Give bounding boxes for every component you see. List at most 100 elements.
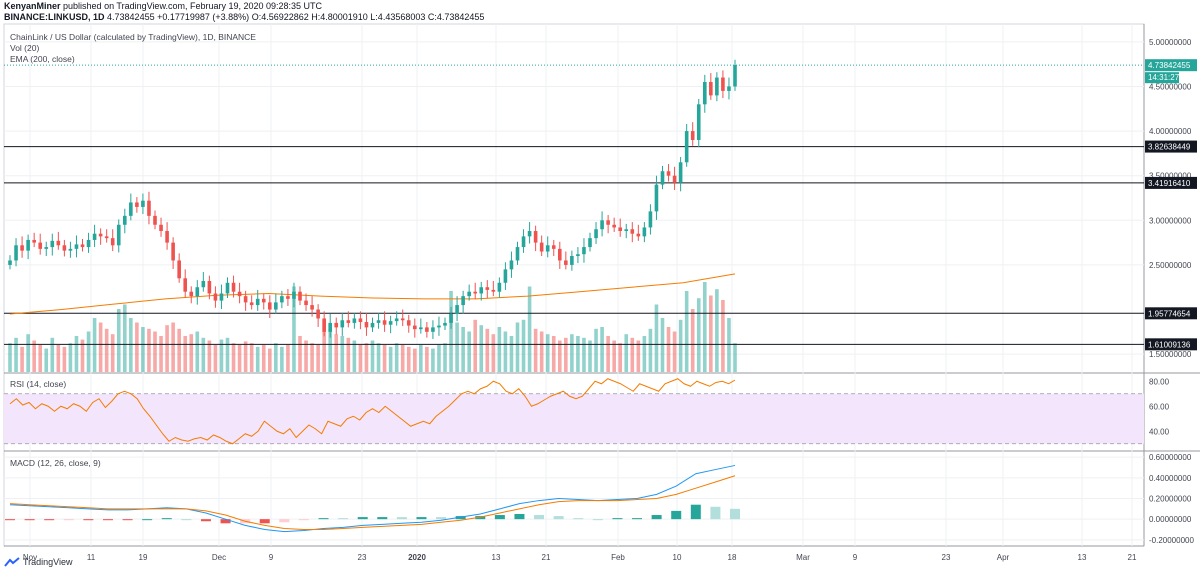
last-price: 4.73842455 [107,12,155,22]
price-tick-label: 3.00000000 [1149,216,1192,225]
volume-bar [255,346,260,372]
candle-body [364,322,369,328]
candle-body [147,200,151,216]
candle-body [177,260,181,279]
candle-body [527,231,532,237]
time-tick-label: 19 [139,553,148,562]
volume-bar [419,345,423,372]
time-tick-label: 21 [1128,553,1137,562]
volume-bar [274,343,278,372]
rsi-band [4,393,1144,444]
volume-bar [86,331,91,372]
macd-histogram-bar [730,508,740,520]
candle-body [135,202,139,207]
candle-body [231,282,236,292]
candle-body [86,239,91,248]
volume-bar [485,328,490,372]
volume-bar [503,331,508,372]
tradingview-logo[interactable]: TradingView [4,557,73,567]
macd-histogram-bar [357,517,368,520]
volume-bar [473,319,478,372]
volume-bar [630,337,635,372]
volume-bar [606,336,610,372]
macd-histogram-bar [416,517,427,520]
candle-body [551,245,556,249]
countdown-tag-label: 14:31:27 [1148,73,1180,82]
candle-body [400,318,405,321]
candle-body [642,227,647,237]
candle-body [298,291,302,301]
plot-frame [3,23,1145,547]
volume-bar [678,319,683,372]
published-text: published on TradingView.com, February 1… [63,1,323,11]
candle-body [455,305,459,314]
volume-bar [412,348,417,372]
last-price-tag-label: 4.73842455 [1148,61,1191,70]
candle-body [666,171,671,176]
macd-histogram-bar [142,519,153,521]
volume-bar [32,340,36,372]
candle-body [491,289,496,292]
candle-body [570,256,574,265]
macd-tick-label: 0.40000000 [1149,474,1192,483]
candle-body [515,247,520,261]
volume-bar [437,345,441,372]
candle-body [213,293,218,301]
volume-bar [557,340,562,372]
volume-bar [346,337,351,372]
candle-body [183,278,188,292]
volume-bar [171,322,175,372]
volume-bar [189,334,194,372]
volume-bar [455,322,459,372]
published-line: KenyanMiner published on TradingView.com… [4,1,322,12]
volume-bar [370,340,375,372]
candle-body [473,291,478,294]
macd-histogram-bar [534,515,545,520]
level-tag-label: 1.61009136 [1148,340,1191,349]
candle-body [267,302,272,310]
volume-bar [50,337,55,372]
volume-bar [56,345,61,372]
candle-body [280,296,284,303]
volume-bar [443,343,447,372]
candle-body [715,77,719,96]
level-tag-box [1145,140,1197,153]
candle-body [322,318,326,332]
rsi-tick-label: 40.00 [1149,427,1170,436]
volume-bar [690,309,695,372]
candle-body [727,86,731,91]
volume-bar [431,348,435,372]
candle-body [467,291,471,297]
candle-body [431,327,435,332]
macd-histogram-bar [338,518,349,520]
candle-body [165,231,169,243]
candle-body [382,320,387,325]
candle-body [98,233,103,237]
candle-body [660,171,665,185]
candle-body [696,104,701,140]
countdown-tag-box [1145,72,1179,84]
volume-bar [376,343,381,372]
time-tick-label: 13 [1078,553,1087,562]
volume-bar [352,340,357,372]
macd-histogram-bar [161,518,172,520]
time-tick-label: Apr [997,553,1010,562]
volume-bar [461,327,465,372]
candle-body [56,240,61,246]
volume-bar [642,336,647,372]
volume-bar [382,345,387,372]
volume-bar [225,337,230,372]
volume-bar [328,328,333,372]
level-tag-label: 3.82638449 [1148,143,1191,152]
volume-bar [696,298,701,372]
brand-name: TradingView [23,557,73,567]
macd-tick-label: 0.00000000 [1149,515,1192,524]
volume-bar [304,340,308,372]
volume-bar [364,343,369,372]
volume-bar [80,339,85,372]
volume-bar [316,345,320,372]
volume-bar [702,282,707,372]
candle-body [62,245,67,251]
candle-body [412,325,417,330]
